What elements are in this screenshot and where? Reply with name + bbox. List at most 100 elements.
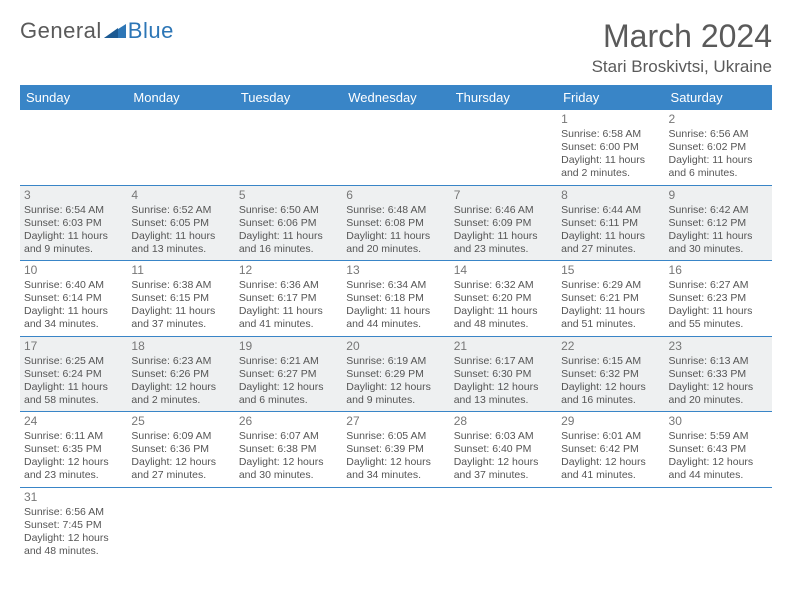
month-title: March 2024 [592, 18, 772, 55]
calendar-cell: 13Sunrise: 6:34 AMSunset: 6:18 PMDayligh… [342, 261, 449, 337]
day-number: 20 [346, 339, 445, 354]
calendar-cell: 28Sunrise: 6:03 AMSunset: 6:40 PMDayligh… [450, 412, 557, 488]
calendar-cell [450, 110, 557, 185]
logo-text-general: General [20, 18, 102, 44]
sunrise-text: Sunrise: 6:13 AM [669, 355, 768, 368]
calendar-cell: 4Sunrise: 6:52 AMSunset: 6:05 PMDaylight… [127, 185, 234, 261]
sunrise-text: Sunrise: 6:54 AM [24, 204, 123, 217]
sunrise-text: Sunrise: 6:29 AM [561, 279, 660, 292]
day-number: 9 [669, 188, 768, 203]
sunrise-text: Sunrise: 5:59 AM [669, 430, 768, 443]
calendar-cell: 24Sunrise: 6:11 AMSunset: 6:35 PMDayligh… [20, 412, 127, 488]
sunrise-text: Sunrise: 6:07 AM [239, 430, 338, 443]
calendar-cell: 18Sunrise: 6:23 AMSunset: 6:26 PMDayligh… [127, 336, 234, 412]
calendar-cell [557, 487, 664, 562]
weekday-header: Sunday [20, 85, 127, 110]
daylight-text: Daylight: 12 hours and 23 minutes. [24, 456, 123, 482]
calendar-cell: 20Sunrise: 6:19 AMSunset: 6:29 PMDayligh… [342, 336, 449, 412]
calendar-cell: 27Sunrise: 6:05 AMSunset: 6:39 PMDayligh… [342, 412, 449, 488]
sunset-text: Sunset: 6:17 PM [239, 292, 338, 305]
calendar-cell: 1Sunrise: 6:58 AMSunset: 6:00 PMDaylight… [557, 110, 664, 185]
calendar-cell [450, 487, 557, 562]
day-number: 18 [131, 339, 230, 354]
calendar-cell [342, 487, 449, 562]
sunset-text: Sunset: 6:21 PM [561, 292, 660, 305]
logo-triangle-icon [104, 22, 126, 38]
sunset-text: Sunset: 6:29 PM [346, 368, 445, 381]
calendar-cell [20, 110, 127, 185]
calendar-cell: 19Sunrise: 6:21 AMSunset: 6:27 PMDayligh… [235, 336, 342, 412]
daylight-text: Daylight: 11 hours and 34 minutes. [24, 305, 123, 331]
sunrise-text: Sunrise: 6:56 AM [24, 506, 123, 519]
calendar-cell: 31Sunrise: 6:56 AMSunset: 7:45 PMDayligh… [20, 487, 127, 562]
sunset-text: Sunset: 6:43 PM [669, 443, 768, 456]
sunrise-text: Sunrise: 6:15 AM [561, 355, 660, 368]
calendar-cell [235, 487, 342, 562]
calendar-cell: 5Sunrise: 6:50 AMSunset: 6:06 PMDaylight… [235, 185, 342, 261]
daylight-text: Daylight: 12 hours and 48 minutes. [24, 532, 123, 558]
calendar-cell: 14Sunrise: 6:32 AMSunset: 6:20 PMDayligh… [450, 261, 557, 337]
sunrise-text: Sunrise: 6:21 AM [239, 355, 338, 368]
daylight-text: Daylight: 11 hours and 55 minutes. [669, 305, 768, 331]
sunrise-text: Sunrise: 6:19 AM [346, 355, 445, 368]
sunset-text: Sunset: 6:23 PM [669, 292, 768, 305]
sunset-text: Sunset: 6:30 PM [454, 368, 553, 381]
calendar-cell: 30Sunrise: 5:59 AMSunset: 6:43 PMDayligh… [665, 412, 772, 488]
day-number: 30 [669, 414, 768, 429]
calendar-cell: 21Sunrise: 6:17 AMSunset: 6:30 PMDayligh… [450, 336, 557, 412]
calendar-cell: 22Sunrise: 6:15 AMSunset: 6:32 PMDayligh… [557, 336, 664, 412]
sunset-text: Sunset: 6:08 PM [346, 217, 445, 230]
calendar-cell: 15Sunrise: 6:29 AMSunset: 6:21 PMDayligh… [557, 261, 664, 337]
sunrise-text: Sunrise: 6:32 AM [454, 279, 553, 292]
day-number: 21 [454, 339, 553, 354]
sunset-text: Sunset: 6:09 PM [454, 217, 553, 230]
sunrise-text: Sunrise: 6:03 AM [454, 430, 553, 443]
calendar-cell [235, 110, 342, 185]
sunrise-text: Sunrise: 6:48 AM [346, 204, 445, 217]
calendar-cell: 9Sunrise: 6:42 AMSunset: 6:12 PMDaylight… [665, 185, 772, 261]
daylight-text: Daylight: 11 hours and 2 minutes. [561, 154, 660, 180]
sunset-text: Sunset: 6:00 PM [561, 141, 660, 154]
sunrise-text: Sunrise: 6:34 AM [346, 279, 445, 292]
calendar-cell [665, 487, 772, 562]
sunrise-text: Sunrise: 6:05 AM [346, 430, 445, 443]
day-number: 11 [131, 263, 230, 278]
daylight-text: Daylight: 11 hours and 41 minutes. [239, 305, 338, 331]
sunrise-text: Sunrise: 6:42 AM [669, 204, 768, 217]
daylight-text: Daylight: 11 hours and 16 minutes. [239, 230, 338, 256]
location: Stari Broskivtsi, Ukraine [592, 57, 772, 77]
calendar-cell [342, 110, 449, 185]
sunset-text: Sunset: 6:06 PM [239, 217, 338, 230]
title-block: March 2024 Stari Broskivtsi, Ukraine [592, 18, 772, 77]
calendar-cell: 26Sunrise: 6:07 AMSunset: 6:38 PMDayligh… [235, 412, 342, 488]
weekday-header: Saturday [665, 85, 772, 110]
calendar-cell: 25Sunrise: 6:09 AMSunset: 6:36 PMDayligh… [127, 412, 234, 488]
day-number: 8 [561, 188, 660, 203]
day-number: 3 [24, 188, 123, 203]
daylight-text: Daylight: 11 hours and 51 minutes. [561, 305, 660, 331]
sunrise-text: Sunrise: 6:11 AM [24, 430, 123, 443]
sunrise-text: Sunrise: 6:38 AM [131, 279, 230, 292]
day-number: 4 [131, 188, 230, 203]
sunset-text: Sunset: 6:03 PM [24, 217, 123, 230]
daylight-text: Daylight: 11 hours and 20 minutes. [346, 230, 445, 256]
sunrise-text: Sunrise: 6:52 AM [131, 204, 230, 217]
calendar-cell [127, 487, 234, 562]
daylight-text: Daylight: 12 hours and 6 minutes. [239, 381, 338, 407]
calendar-cell: 11Sunrise: 6:38 AMSunset: 6:15 PMDayligh… [127, 261, 234, 337]
sunset-text: Sunset: 7:45 PM [24, 519, 123, 532]
daylight-text: Daylight: 12 hours and 2 minutes. [131, 381, 230, 407]
daylight-text: Daylight: 12 hours and 30 minutes. [239, 456, 338, 482]
sunrise-text: Sunrise: 6:23 AM [131, 355, 230, 368]
sunset-text: Sunset: 6:02 PM [669, 141, 768, 154]
daylight-text: Daylight: 12 hours and 37 minutes. [454, 456, 553, 482]
sunrise-text: Sunrise: 6:40 AM [24, 279, 123, 292]
daylight-text: Daylight: 11 hours and 13 minutes. [131, 230, 230, 256]
sunrise-text: Sunrise: 6:50 AM [239, 204, 338, 217]
calendar-cell: 16Sunrise: 6:27 AMSunset: 6:23 PMDayligh… [665, 261, 772, 337]
weekday-header: Monday [127, 85, 234, 110]
day-number: 27 [346, 414, 445, 429]
day-number: 15 [561, 263, 660, 278]
sunset-text: Sunset: 6:12 PM [669, 217, 768, 230]
daylight-text: Daylight: 11 hours and 30 minutes. [669, 230, 768, 256]
